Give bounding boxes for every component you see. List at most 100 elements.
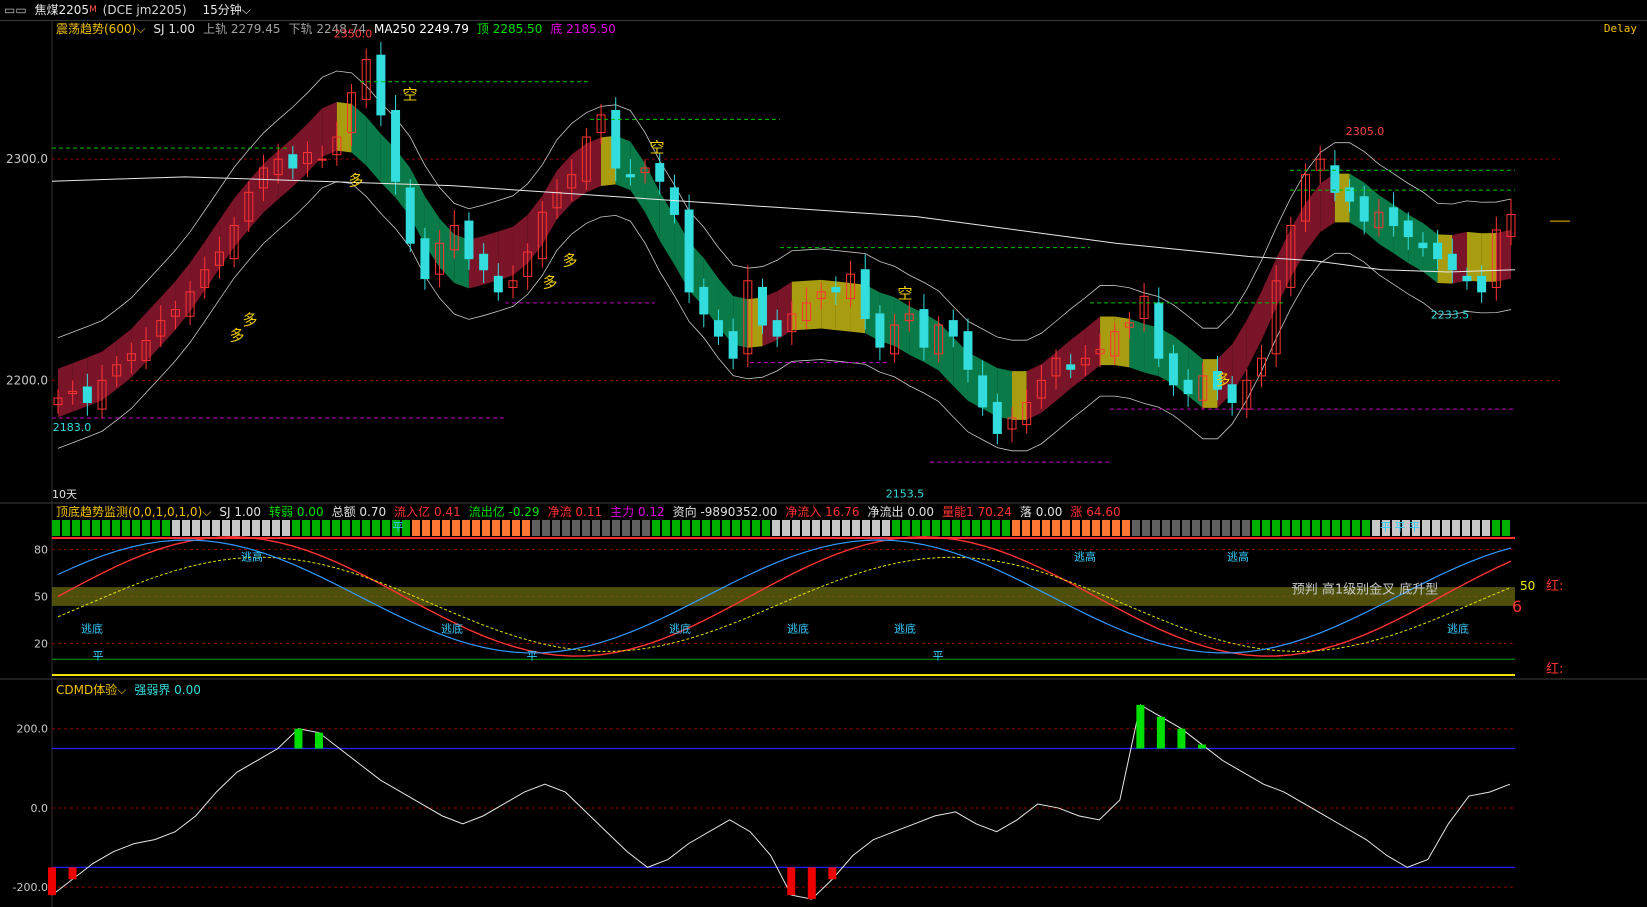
candle-body xyxy=(508,280,518,288)
cdmd-bar xyxy=(787,867,796,896)
signal-marker: 空 xyxy=(402,85,417,103)
sub1-legend[interactable]: 顶底趋势监测(0,0,1,0,1,0)⌵ SJ 1.00 转弱 0.00 总额 0.7… xyxy=(56,503,1129,520)
candle-body xyxy=(640,167,650,173)
status-cell xyxy=(1332,520,1340,536)
main-legend[interactable]: 震荡趋势(600)⌵ SJ 1.00 上轨 2279.45 下轨 2248.74 MA2… xyxy=(56,20,624,37)
candle-body xyxy=(1301,174,1311,222)
trend-band xyxy=(806,279,822,330)
y-tick-label: 80 xyxy=(34,543,48,556)
candle-body xyxy=(464,220,474,260)
status-cell xyxy=(1102,520,1110,536)
status-cell xyxy=(112,520,120,536)
sub2-legend[interactable]: CDMD体验⌵ 强弱界 0.00 xyxy=(56,681,209,698)
trend-band xyxy=(1041,352,1057,413)
candle-body xyxy=(1124,322,1134,328)
candle-body xyxy=(1359,196,1369,222)
status-cell xyxy=(812,520,820,536)
trend-band xyxy=(498,226,513,281)
cdmd-bar xyxy=(68,867,77,880)
sub1-legend-item: 量能1 70.24 xyxy=(942,505,1012,519)
period-selector[interactable]: 15分钟⌵ xyxy=(202,0,250,20)
candle-body xyxy=(347,92,357,134)
candle-body xyxy=(787,313,797,333)
upper-rail xyxy=(57,70,1512,341)
status-cell xyxy=(712,520,720,536)
trend-band xyxy=(366,116,381,183)
status-cell xyxy=(1052,520,1060,536)
candle-body xyxy=(1477,275,1487,293)
kline-chart[interactable]: 2300.0 2200.0 2350.0 2305.0 2183.0 2153.5 2233… xyxy=(0,20,1647,907)
candle-body xyxy=(229,225,239,260)
trend-band xyxy=(439,218,455,284)
status-cell xyxy=(1112,520,1120,536)
status-cell xyxy=(232,520,240,536)
status-cell xyxy=(202,520,210,536)
prediction-text: 预判 高1级别金叉 底升型 xyxy=(1292,581,1439,597)
title-bar: ▭▭ 焦煤2205M (DCE jm2205) 15分钟⌵ xyxy=(0,0,1647,21)
sub1-tag: 平 xyxy=(93,649,104,662)
candle-body xyxy=(1491,229,1501,288)
candle-body xyxy=(317,158,327,161)
status-cell xyxy=(932,520,940,536)
candle-body xyxy=(405,187,415,244)
status-cell xyxy=(212,520,220,536)
status-cell xyxy=(352,520,360,536)
status-cell xyxy=(822,520,830,536)
trend-band xyxy=(219,198,235,269)
candle-body xyxy=(170,309,180,317)
status-cell xyxy=(1202,520,1210,536)
status-cell xyxy=(832,520,840,536)
status-cell xyxy=(612,520,620,536)
status-cell xyxy=(1132,520,1140,536)
candle-body xyxy=(361,59,371,100)
status-cell xyxy=(472,520,480,536)
status-cell xyxy=(792,520,800,536)
trend-band xyxy=(204,219,220,291)
candle-body xyxy=(1433,242,1443,260)
status-cell xyxy=(392,520,400,536)
trend-band xyxy=(102,340,117,401)
candle-body xyxy=(728,331,738,359)
symbol-name[interactable]: 焦煤2205 xyxy=(34,3,90,17)
sub1-legend-item: 总额 0.70 xyxy=(331,505,387,519)
status-cell xyxy=(1472,520,1480,536)
status-cell xyxy=(1422,520,1430,536)
candle-body xyxy=(625,174,635,178)
trend-band xyxy=(72,357,88,412)
status-cell xyxy=(1242,520,1250,536)
status-cell xyxy=(582,520,590,536)
status-cell xyxy=(462,520,470,536)
candle-body xyxy=(523,251,533,277)
signal-marker: 空 xyxy=(649,139,664,157)
symbol-sup: M xyxy=(89,5,97,15)
trend-band xyxy=(791,280,807,331)
status-cell xyxy=(1442,520,1450,536)
trend-band xyxy=(1056,339,1071,401)
status-cell xyxy=(1072,520,1080,536)
status-cell xyxy=(1262,520,1270,536)
status-cell xyxy=(572,520,580,536)
status-cell xyxy=(292,520,300,536)
status-cell xyxy=(1002,520,1010,536)
cdmd-bar xyxy=(807,867,816,900)
status-cell xyxy=(732,520,740,536)
candle-body xyxy=(567,174,577,189)
sub1-tag: 逃底 xyxy=(1447,622,1469,636)
candle-body xyxy=(1374,211,1384,229)
status-cell xyxy=(1062,520,1070,536)
sub1-legend-item: 转弱 0.00 xyxy=(269,505,324,519)
status-cell xyxy=(82,520,90,536)
status-cell xyxy=(702,520,710,536)
trend-band xyxy=(1452,231,1467,284)
status-cell xyxy=(1362,520,1370,536)
status-cell xyxy=(1352,520,1360,536)
status-cell xyxy=(1492,520,1500,536)
status-cell xyxy=(1462,520,1470,536)
candle-body xyxy=(875,313,885,348)
status-cell xyxy=(782,520,790,536)
candle-body xyxy=(1095,348,1105,355)
candle-body xyxy=(1022,401,1032,426)
layout-icon[interactable]: ▭▭ xyxy=(4,3,27,17)
status-cell xyxy=(382,520,390,536)
status-cell xyxy=(562,520,570,536)
